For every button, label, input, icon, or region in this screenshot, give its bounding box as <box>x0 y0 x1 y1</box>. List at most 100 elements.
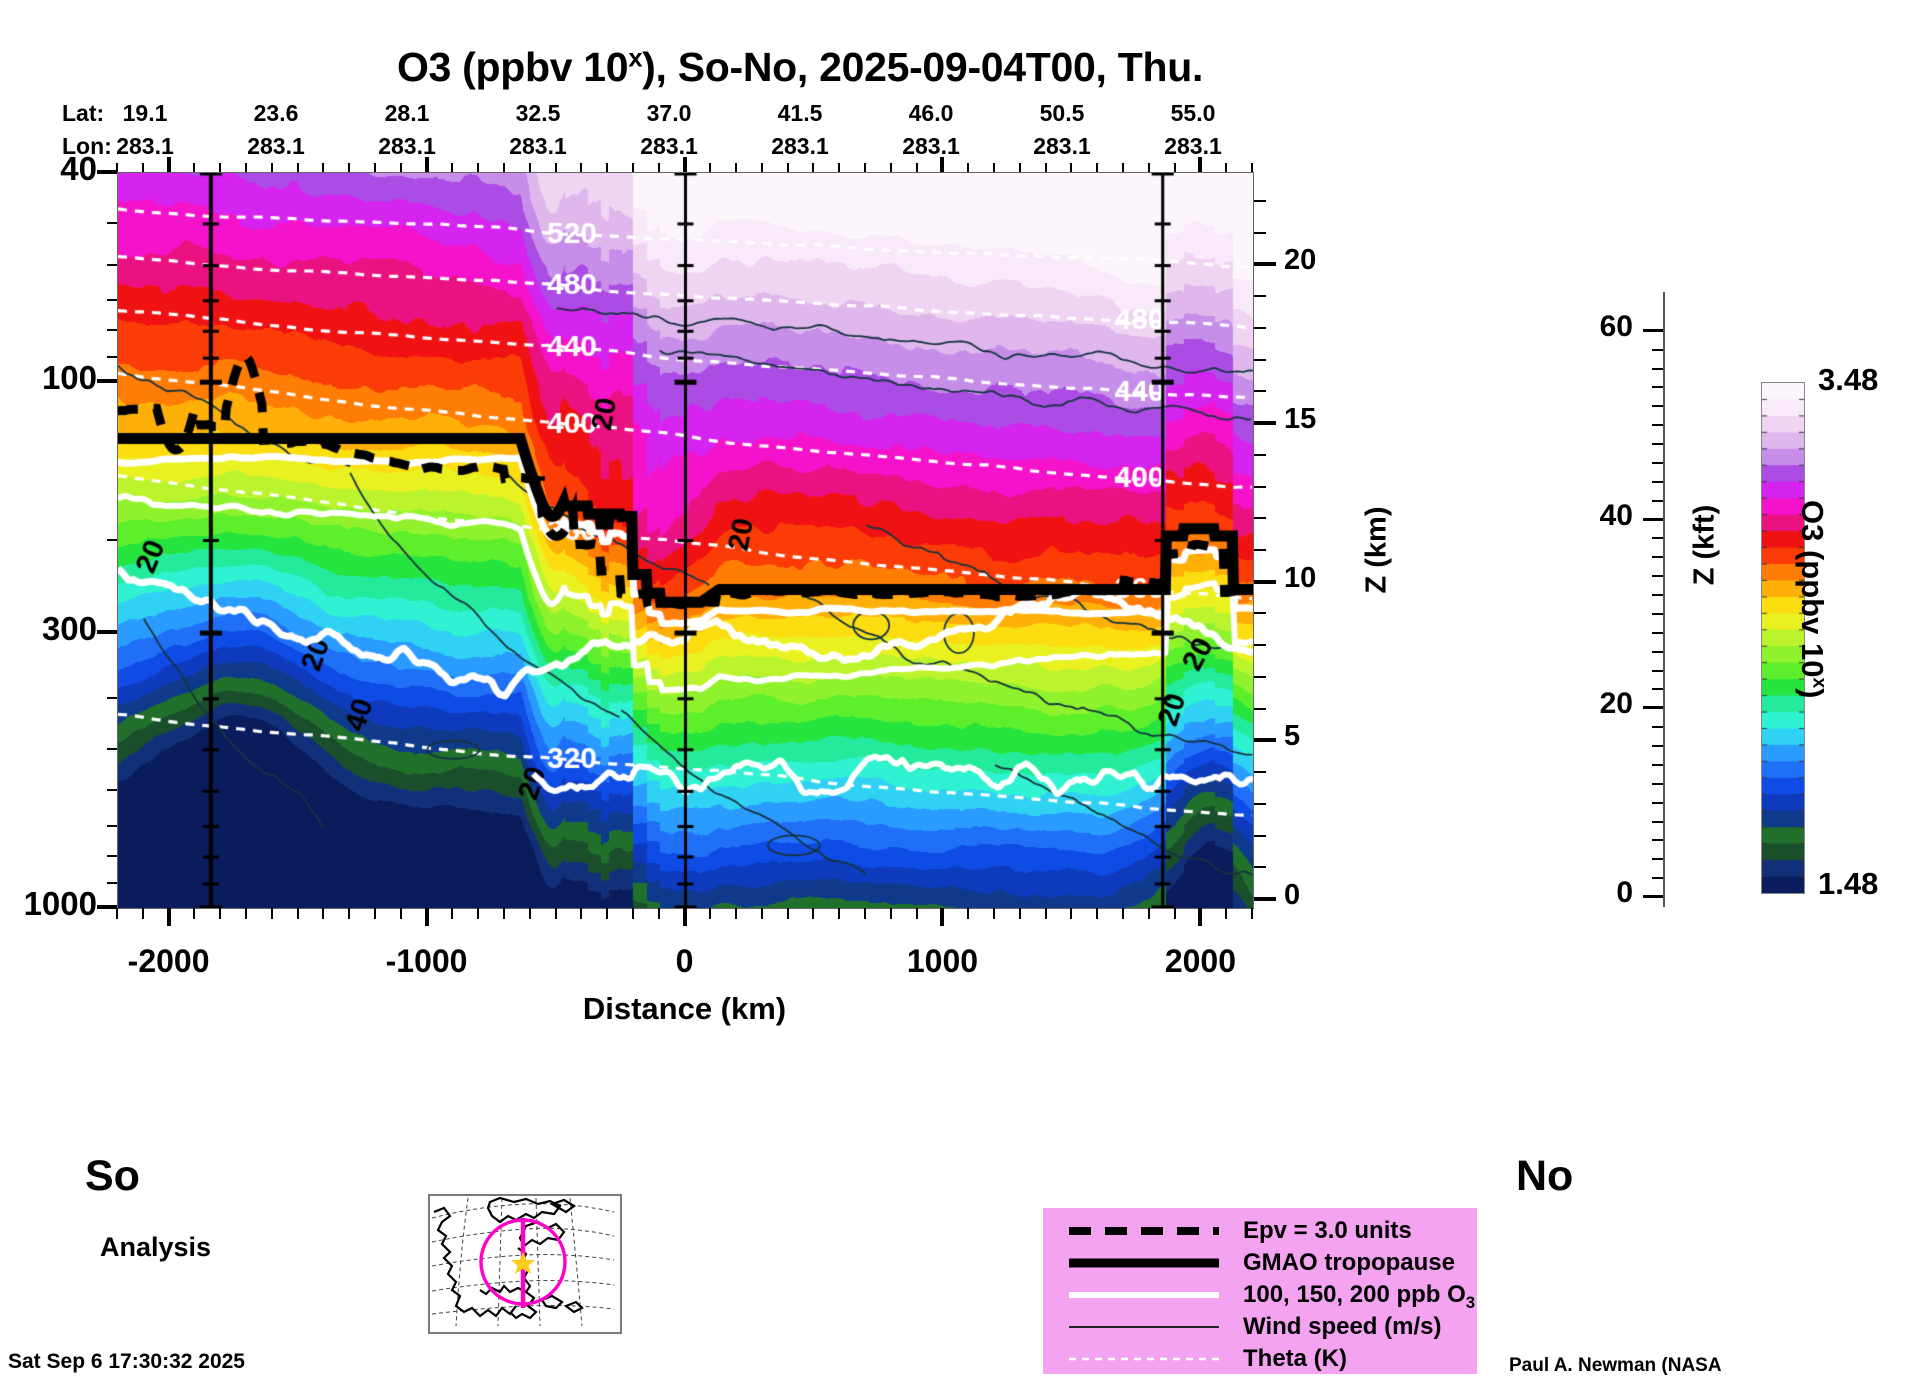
legend-label: Epv = 3.0 units <box>1243 1217 1412 1244</box>
lat-value: 46.0 <box>908 100 954 126</box>
z-km-tick-label: 10 <box>1284 561 1317 594</box>
axis-tick <box>709 163 712 172</box>
axis-tick <box>1254 707 1266 710</box>
axis-tick <box>993 163 996 172</box>
axis-tick <box>786 908 789 919</box>
axis-tick <box>1173 908 1176 919</box>
lat-value: 37.0 <box>646 100 692 126</box>
lon-value: 283.1 <box>1033 133 1091 159</box>
y-axis-tick-label: 300 <box>41 610 97 648</box>
axis-tick <box>107 538 117 541</box>
axis-tick <box>1652 669 1663 672</box>
axis-tick <box>97 905 117 909</box>
axis-tick <box>107 855 117 858</box>
axis-tick <box>838 163 841 172</box>
axis-tick <box>1254 200 1266 203</box>
axis-tick <box>107 221 117 224</box>
axis-tick <box>1652 650 1663 653</box>
axis-tick <box>244 163 247 172</box>
axis-tick <box>451 908 454 919</box>
axis-tick <box>270 908 273 919</box>
axis-tick <box>1254 358 1266 361</box>
axis-tick <box>1652 348 1663 351</box>
axis-tick <box>1254 485 1266 488</box>
legend-item: Epv = 3.0 units <box>1043 1214 1477 1247</box>
axis-tick <box>735 163 738 172</box>
axis-tick <box>1254 579 1276 584</box>
axis-tick <box>528 163 531 172</box>
axis-tick <box>631 908 634 919</box>
axis-tick <box>1652 688 1663 691</box>
axis-tick <box>141 908 144 919</box>
axis-tick <box>1254 390 1266 393</box>
legend-item: 100, 150, 200 ppb O3 <box>1043 1278 1477 1312</box>
axis-tick <box>1251 163 1253 172</box>
axis-tick <box>554 908 557 919</box>
axis-tick <box>166 908 171 926</box>
axis-tick <box>967 908 970 919</box>
axis-tick <box>1044 163 1047 172</box>
axis-tick <box>1643 706 1663 710</box>
colorbar-title: O3 (ppbv 10x) <box>1795 500 1830 699</box>
z-km-tick-label: 5 <box>1284 720 1301 753</box>
inset-map-svg <box>431 1196 615 1327</box>
axis-tick <box>1254 517 1266 520</box>
north-endpoint-label: No <box>1516 1152 1574 1200</box>
legend-item: GMAO tropopause <box>1043 1246 1477 1279</box>
axis-tick <box>1652 594 1663 597</box>
axis-tick <box>1652 461 1663 464</box>
axis-tick <box>107 696 117 699</box>
axis-tick <box>838 908 841 919</box>
axis-tick <box>889 163 892 172</box>
axis-tick <box>1652 612 1663 615</box>
axis-tick <box>812 908 815 919</box>
axis-tick <box>993 908 996 919</box>
lon-value: 283.1 <box>640 133 698 159</box>
axis-tick <box>1018 908 1021 919</box>
z-kft-tick-label: 0 <box>1616 876 1633 909</box>
axis-tick <box>1254 421 1276 426</box>
axis-tick <box>864 908 867 919</box>
lat-value: 32.5 <box>515 100 561 126</box>
axis-tick <box>1147 163 1150 172</box>
y-axis-tick-label: 1000 <box>23 885 97 922</box>
axis-tick <box>1018 163 1021 172</box>
z-kft-tick-label: 60 <box>1599 309 1633 343</box>
legend-symbol-solid-thick-white <box>1065 1278 1225 1311</box>
axis-tick <box>967 163 970 172</box>
axis-tick <box>1198 157 1203 172</box>
axis-tick <box>580 163 583 172</box>
axis-tick <box>451 163 454 172</box>
lon-value: 283.1 <box>771 133 829 159</box>
axis-tick <box>682 157 687 172</box>
axis-tick <box>1225 163 1228 172</box>
axis-tick <box>1643 328 1663 332</box>
axis-tick <box>97 630 117 635</box>
legend-item: Wind speed (m/s) <box>1043 1310 1477 1343</box>
axis-tick <box>219 908 222 919</box>
axis-tick <box>399 163 402 172</box>
axis-tick <box>193 908 196 919</box>
axis-tick <box>709 908 712 919</box>
cross-section-plot <box>117 172 1254 909</box>
axis-tick <box>1254 771 1266 774</box>
south-endpoint-label: So <box>85 1152 140 1200</box>
axis-tick <box>760 908 763 919</box>
axis-tick <box>1652 537 1663 540</box>
lon-value: 283.1 <box>509 133 567 159</box>
axis-tick <box>1652 782 1663 785</box>
axis-tick <box>1070 163 1073 172</box>
axis-tick <box>1070 908 1073 919</box>
axis-tick <box>889 908 892 919</box>
inset-locator-map <box>428 1194 622 1334</box>
axis-tick <box>1147 908 1150 919</box>
x-axis-tick-label: 0 <box>675 943 694 979</box>
axis-tick <box>107 789 117 792</box>
axis-tick <box>477 163 480 172</box>
lat-value: 41.5 <box>777 100 823 126</box>
legend-label: Theta (K) <box>1243 1345 1347 1372</box>
axis-tick <box>812 163 815 172</box>
axis-tick <box>97 379 117 384</box>
axis-tick <box>107 747 117 750</box>
y-axis-title-z-kft: Z (kft) <box>1688 504 1721 585</box>
